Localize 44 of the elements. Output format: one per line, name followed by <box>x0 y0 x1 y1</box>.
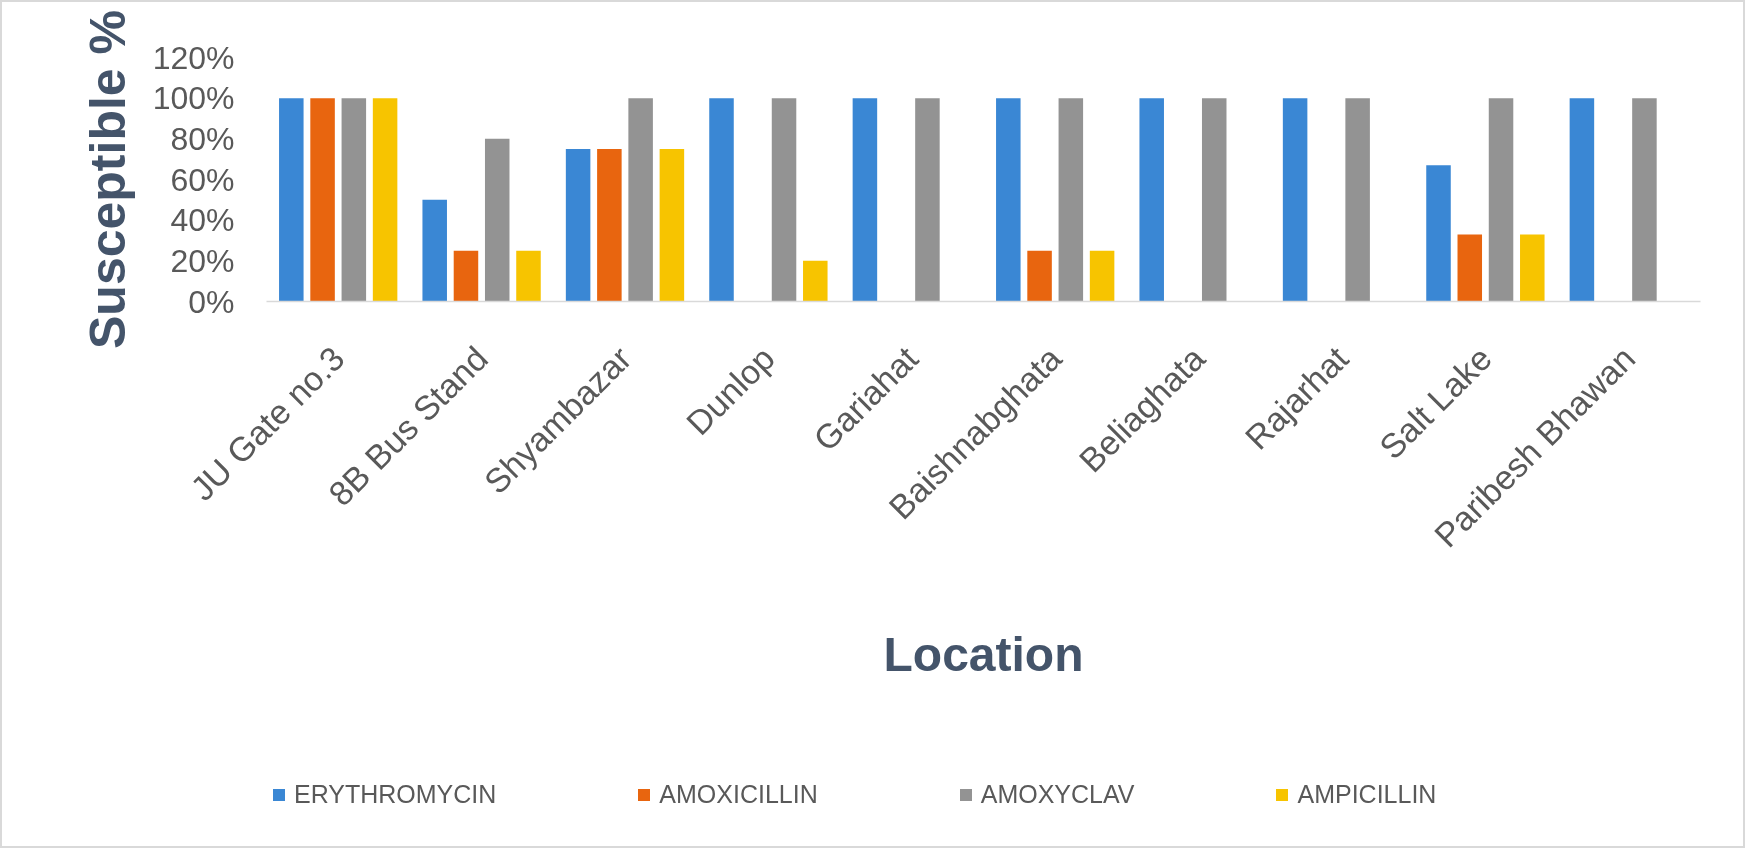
bar <box>771 98 797 302</box>
bar <box>803 260 828 302</box>
bar <box>1201 98 1227 302</box>
bar <box>1426 165 1451 302</box>
bar <box>1027 250 1052 302</box>
bar <box>852 98 878 302</box>
bar <box>484 138 510 302</box>
bar <box>422 199 447 302</box>
bar <box>1632 98 1657 302</box>
legend-label: ERYTHROMYCIN <box>294 780 497 809</box>
bar <box>453 250 479 302</box>
bar <box>372 98 398 302</box>
bar <box>1058 98 1084 302</box>
y-tick-label: 80% <box>170 120 235 157</box>
y-axis-title: Susceptible % <box>79 9 136 349</box>
bar <box>565 149 591 302</box>
legend-label: AMOXICILLIN <box>659 780 818 809</box>
bar <box>1569 98 1595 302</box>
bar <box>310 98 335 302</box>
bar <box>341 98 367 302</box>
x-axis-title: Location <box>883 627 1084 681</box>
legend-label: AMPICILLIN <box>1297 780 1437 809</box>
bar <box>1457 234 1483 302</box>
bar <box>915 98 940 302</box>
bar <box>516 250 541 302</box>
bar <box>1139 98 1164 302</box>
bar <box>1520 234 1545 302</box>
y-tick-label: 120% <box>152 39 235 76</box>
bar <box>1282 98 1308 302</box>
bar <box>709 98 734 302</box>
y-tick-label: 60% <box>170 161 235 198</box>
bar <box>996 98 1021 302</box>
legend-label: AMOXYCLAV <box>980 780 1135 809</box>
bar <box>597 149 622 302</box>
y-tick-label: 0% <box>188 283 235 320</box>
bar <box>1089 250 1115 302</box>
bar <box>659 149 685 302</box>
bar <box>1488 98 1514 302</box>
bar <box>279 98 304 302</box>
bar <box>1345 98 1370 302</box>
y-tick-label: 20% <box>170 242 235 279</box>
y-tick-label: 40% <box>170 202 235 239</box>
bar <box>628 98 653 302</box>
y-tick-label: 100% <box>152 80 235 117</box>
